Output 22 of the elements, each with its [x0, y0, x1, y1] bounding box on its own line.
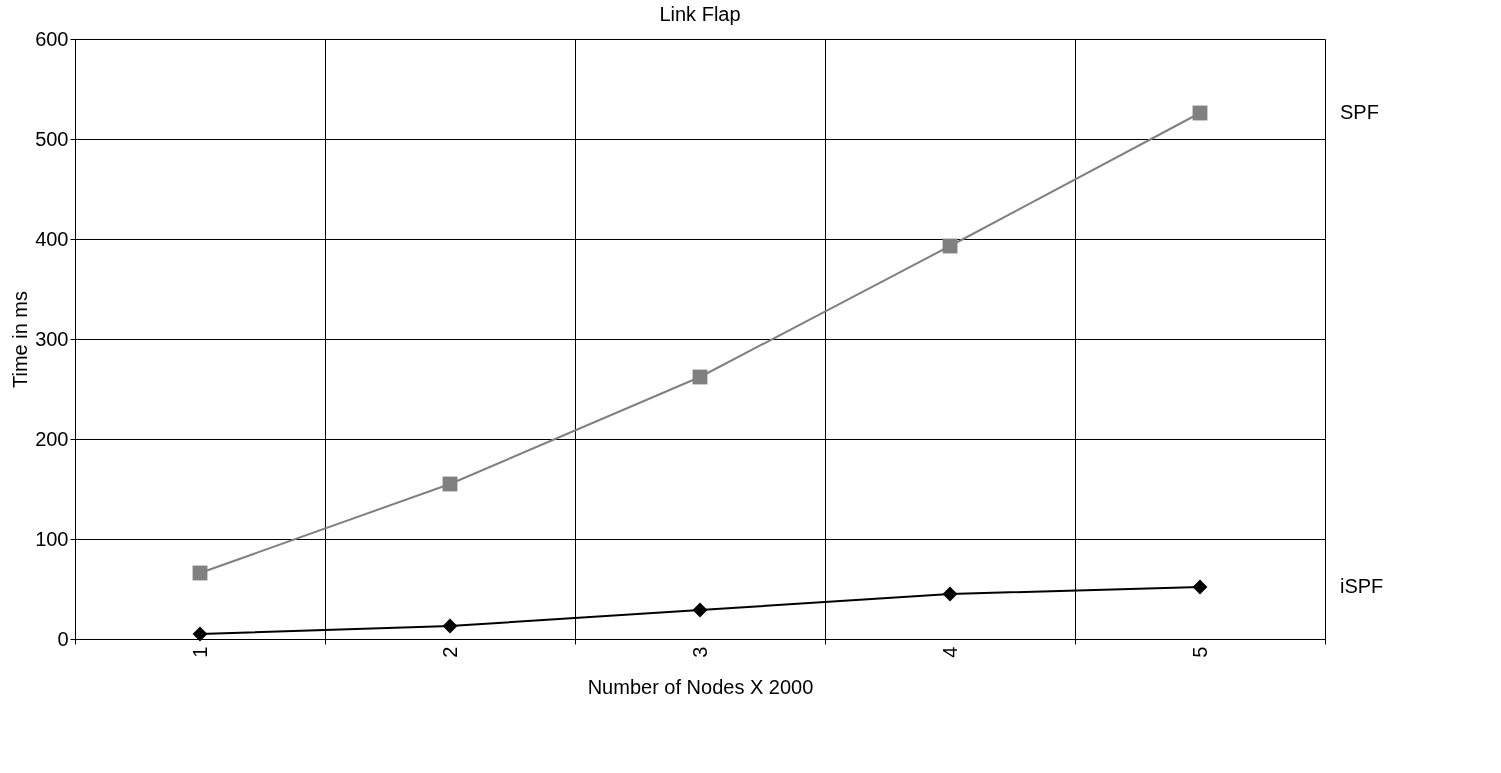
point: [1192, 579, 1208, 595]
point: [942, 586, 958, 602]
y-tick-label: 0: [57, 627, 69, 650]
text: SPF: [1340, 101, 1379, 123]
point: [442, 618, 458, 634]
point: [192, 626, 208, 642]
x-tick-label: 1: [188, 646, 211, 658]
point: [692, 602, 708, 618]
text: iSPF: [1340, 575, 1384, 597]
x-tick-label: 4: [938, 646, 961, 658]
x-tick-label: 3: [688, 646, 711, 658]
y-tick-label: 500: [35, 127, 69, 150]
y-tick-label: 100: [35, 527, 69, 550]
chart-title: Link Flap: [659, 3, 741, 25]
x-tick-label: 2: [438, 646, 461, 658]
x-tick-label: 5: [1188, 646, 1211, 658]
y-tick-label: 300: [35, 327, 69, 350]
y-axis-title: Time in ms: [9, 290, 32, 389]
y-tick-label: 400: [35, 227, 69, 250]
x-axis-title: Number of Nodes X 2000: [587, 675, 814, 698]
y-tick-label: 200: [35, 427, 69, 450]
y-tick-label: 600: [35, 27, 69, 50]
